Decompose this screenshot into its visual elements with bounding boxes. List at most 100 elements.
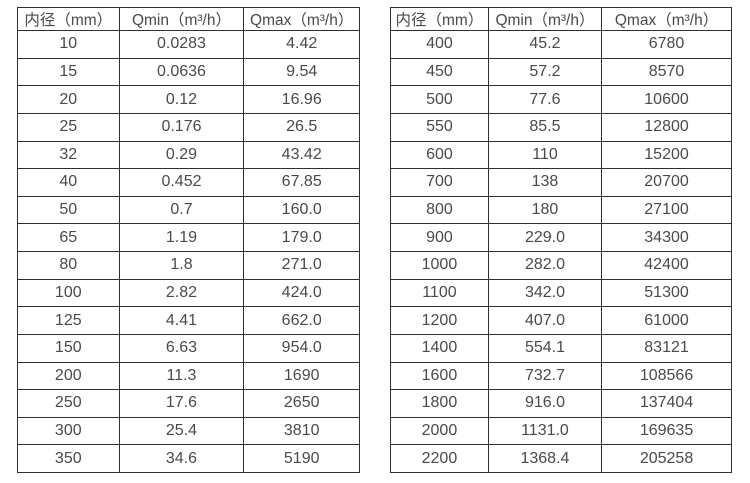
table-cell: 900 xyxy=(390,223,489,252)
table-row: 450 57.2 8570 xyxy=(390,57,732,87)
table-cell: 169635 xyxy=(601,416,732,446)
flow-spec-table-right: 内径（mm） Qmin（m³/h） Qmax（m³/h） 400 45.2 6780 45… xyxy=(390,7,732,473)
table-row: 350 34.6 5190 xyxy=(17,444,360,473)
table-cell: 2200 xyxy=(390,444,489,473)
table-cell: 45.2 xyxy=(487,30,603,59)
table-cell: 1368.4 xyxy=(487,444,603,473)
column-header: 内径（mm） xyxy=(390,7,489,31)
table-row: 500 77.6 10600 xyxy=(390,85,732,114)
table-cell: 0.12 xyxy=(118,85,245,114)
table-row: 550 85.5 12800 xyxy=(390,112,732,142)
table-row: 10 0.0283 4.42 xyxy=(17,30,360,59)
table-cell: 0.176 xyxy=(118,112,245,142)
table-cell: 954.0 xyxy=(243,333,360,363)
table-cell: 400 xyxy=(390,30,489,59)
table-cell: 250 xyxy=(17,389,120,418)
table-cell: 3810 xyxy=(243,416,360,446)
table-cell: 350 xyxy=(17,444,120,473)
table-cell: 300 xyxy=(17,416,120,446)
table-row: 100 2.82 424.0 xyxy=(17,278,360,308)
table-cell: 9.54 xyxy=(243,57,360,87)
table-body: 400 45.2 6780 450 57.2 8570 500 77.6 10600 550 85.… xyxy=(390,30,732,473)
table-cell: 57.2 xyxy=(487,57,603,87)
header-row: 内径（mm） Qmin（m³/h） Qmax（m³/h） xyxy=(390,7,732,31)
table-cell: 125 xyxy=(17,306,120,335)
column-header: Qmax（m³/h） xyxy=(601,7,732,31)
table-cell: 450 xyxy=(390,57,489,87)
table-cell: 17.6 xyxy=(118,389,245,418)
table-cell: 67.85 xyxy=(243,168,360,197)
table-row: 40 0.452 67.85 xyxy=(17,168,360,197)
table-cell: 83121 xyxy=(601,333,732,363)
table-row: 50 0.7 160.0 xyxy=(17,195,360,225)
table-cell: 10 xyxy=(17,30,120,59)
table-cell: 26.5 xyxy=(243,112,360,142)
table-cell: 80 xyxy=(17,251,120,280)
table-cell: 229.0 xyxy=(487,223,603,252)
table-cell: 1000 xyxy=(390,251,489,280)
table-cell: 43.42 xyxy=(243,140,360,170)
table-cell: 25 xyxy=(17,112,120,142)
table-row: 700 138 20700 xyxy=(390,168,732,197)
table-row: 400 45.2 6780 xyxy=(390,30,732,59)
table-row: 150 6.63 954.0 xyxy=(17,333,360,363)
table-row: 32 0.29 43.42 xyxy=(17,140,360,170)
table-row: 15 0.0636 9.54 xyxy=(17,57,360,87)
table-cell: 16.96 xyxy=(243,85,360,114)
table-cell: 77.6 xyxy=(487,85,603,114)
table-row: 20 0.12 16.96 xyxy=(17,85,360,114)
table-cell: 50 xyxy=(17,195,120,225)
table-cell: 1131.0 xyxy=(487,416,603,446)
table-cell: 11.3 xyxy=(118,361,245,391)
table-cell: 0.452 xyxy=(118,168,245,197)
table-row: 125 4.41 662.0 xyxy=(17,306,360,335)
table-cell: 8570 xyxy=(601,57,732,87)
table-cell: 100 xyxy=(17,278,120,308)
table-cell: 2000 xyxy=(390,416,489,446)
table-row: 200 11.3 1690 xyxy=(17,361,360,391)
table-cell: 0.7 xyxy=(118,195,245,225)
table-cell: 500 xyxy=(390,85,489,114)
table-cell: 424.0 xyxy=(243,278,360,308)
table-cell: 110 xyxy=(487,140,603,170)
table-row: 65 1.19 179.0 xyxy=(17,223,360,252)
table-cell: 20700 xyxy=(601,168,732,197)
table-cell: 1100 xyxy=(390,278,489,308)
table-cell: 15200 xyxy=(601,140,732,170)
table-cell: 1690 xyxy=(243,361,360,391)
table-cell: 732.7 xyxy=(487,361,603,391)
table-cell: 42400 xyxy=(601,251,732,280)
flow-spec-table-left: 内径（mm） Qmin（m³/h） Qmax（m³/h） 10 0.0283 4.42 1… xyxy=(17,7,360,473)
table-cell: 5190 xyxy=(243,444,360,473)
table-cell: 40 xyxy=(17,168,120,197)
table-cell: 200 xyxy=(17,361,120,391)
table-cell: 205258 xyxy=(601,444,732,473)
table-row: 1200 407.0 61000 xyxy=(390,306,732,335)
table-row: 1800 916.0 137404 xyxy=(390,389,732,418)
table-row: 250 17.6 2650 xyxy=(17,389,360,418)
table-cell: 271.0 xyxy=(243,251,360,280)
table-cell: 1200 xyxy=(390,306,489,335)
table-cell: 282.0 xyxy=(487,251,603,280)
table-cell: 20 xyxy=(17,85,120,114)
table-row: 600 110 15200 xyxy=(390,140,732,170)
table-cell: 12800 xyxy=(601,112,732,142)
table-row: 300 25.4 3810 xyxy=(17,416,360,446)
table-cell: 1600 xyxy=(390,361,489,391)
column-header: Qmin（m³/h） xyxy=(118,7,245,31)
table-cell: 138 xyxy=(487,168,603,197)
column-header: Qmin（m³/h） xyxy=(487,7,603,31)
table-cell: 6780 xyxy=(601,30,732,59)
table-cell: 15 xyxy=(17,57,120,87)
column-header: 内径（mm） xyxy=(17,7,120,31)
table-cell: 6.63 xyxy=(118,333,245,363)
column-header: Qmax（m³/h） xyxy=(243,7,360,31)
table-row: 900 229.0 34300 xyxy=(390,223,732,252)
table-cell: 342.0 xyxy=(487,278,603,308)
table-cell: 600 xyxy=(390,140,489,170)
table-cell: 1400 xyxy=(390,333,489,363)
table-row: 800 180 27100 xyxy=(390,195,732,225)
table-cell: 34300 xyxy=(601,223,732,252)
table-row: 25 0.176 26.5 xyxy=(17,112,360,142)
